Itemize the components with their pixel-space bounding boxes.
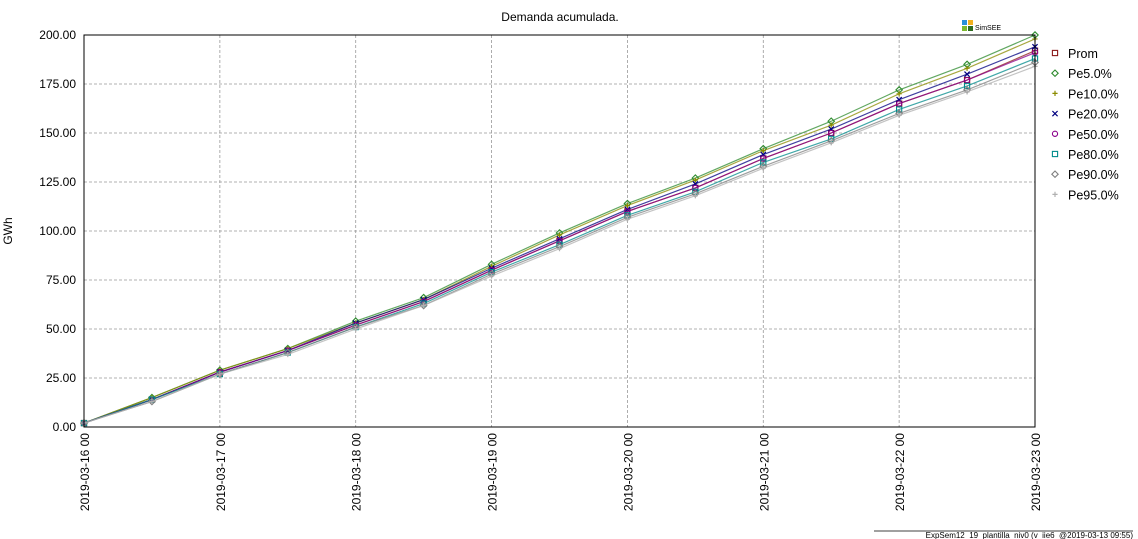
logo-square-darkgreen — [968, 26, 973, 31]
data-point — [896, 112, 902, 118]
data-point — [964, 89, 970, 95]
y-tick-label: 100.00 — [39, 224, 76, 238]
data-point — [895, 106, 903, 113]
legend-item: Pe10.0% — [1052, 87, 1119, 101]
data-point — [963, 76, 971, 84]
y-tick-label: 75.00 — [46, 273, 76, 287]
data-point — [285, 351, 291, 358]
footer-version-text: ExpSem12_19_plantilla_niv0 (v_iie6_@2019… — [926, 531, 1134, 539]
data-point — [828, 129, 835, 137]
data-point — [217, 371, 223, 377]
x-tick-label: 2019-03-16 00 — [78, 433, 92, 511]
y-tick-label: 50.00 — [46, 322, 76, 336]
legend-label: Prom — [1068, 47, 1098, 61]
legend-item: Pe50.0% — [1051, 128, 1119, 142]
logo-square-yellow — [968, 20, 973, 25]
series-layer — [80, 31, 1039, 428]
legend-marker — [1051, 69, 1059, 78]
legend-item: Prom — [1051, 47, 1098, 61]
legend-marker — [1051, 49, 1059, 57]
plot-frame — [83, 34, 1036, 428]
series-Pe50.0% — [80, 49, 1039, 427]
x-axis-ticks: 2019-03-16 00 2019-03-17 00 2019-03-18 00 2… — [78, 433, 1043, 511]
data-point — [828, 122, 834, 128]
data-point — [828, 140, 834, 146]
data-point — [895, 100, 903, 107]
data-point — [149, 398, 155, 405]
legend-marker — [1051, 170, 1059, 179]
data-point — [624, 216, 631, 222]
grid-lines — [84, 35, 1035, 427]
legend-label: Pe10.0% — [1068, 87, 1119, 101]
x-tick-label: 2019-03-17 00 — [214, 433, 228, 511]
data-point — [421, 302, 427, 309]
legend-label: Pe50.0% — [1068, 128, 1119, 142]
data-point — [556, 246, 563, 252]
data-point — [760, 165, 766, 171]
simsee-logo: SimSEE — [962, 20, 1001, 32]
legend-label: Pe95.0% — [1068, 188, 1119, 202]
data-point — [353, 326, 359, 332]
logo-text: SimSEE — [975, 25, 1001, 32]
data-point — [896, 91, 902, 97]
data-point — [692, 193, 698, 199]
series-Pe5.0% — [80, 31, 1039, 428]
data-point — [760, 148, 766, 154]
legend-item: Pe80.0% — [1051, 148, 1119, 162]
data-point — [488, 273, 495, 279]
y-axis-ticks: 0.00 25.00 50.00 75.00 100.00 125.00 150.00 175… — [39, 28, 76, 434]
x-tick-label: 2019-03-23 00 — [1029, 433, 1043, 511]
y-tick-label: 150.00 — [39, 126, 76, 140]
logo-square-green — [962, 26, 967, 31]
legend-marker — [1051, 150, 1059, 158]
data-point — [760, 155, 767, 162]
y-tick-label: 0.00 — [53, 420, 77, 434]
x-tick-label: 2019-03-18 00 — [350, 433, 364, 511]
data-point — [964, 71, 971, 78]
x-tick-label: 2019-03-19 00 — [486, 433, 500, 511]
data-point — [963, 82, 971, 90]
y-tick-label: 175.00 — [39, 77, 76, 91]
y-axis-label: GWh — [1, 217, 15, 244]
legend-marker — [1051, 110, 1059, 117]
legend: Prom Pe5.0% Pe10.0% Pe20.0% Pe50.0% Pe80.0% Pe… — [1051, 47, 1119, 202]
legend-label: Pe5.0% — [1068, 67, 1112, 81]
logo-square-blue — [962, 20, 967, 25]
legend-marker — [1051, 130, 1059, 137]
chart-title: Demanda acumulada. — [501, 10, 618, 24]
data-point — [760, 159, 767, 166]
legend-item: Pe5.0% — [1051, 67, 1112, 81]
legend-item: Pe90.0% — [1051, 168, 1119, 182]
data-point — [964, 65, 970, 71]
legend-marker — [1052, 191, 1058, 197]
legend-marker — [1052, 90, 1058, 96]
data-point — [624, 202, 631, 209]
legend-item: Pe20.0% — [1051, 108, 1119, 122]
data-point — [556, 232, 563, 238]
x-tick-label: 2019-03-20 00 — [621, 433, 635, 511]
legend-label: Pe20.0% — [1068, 108, 1119, 122]
legend-item: Pe95.0% — [1052, 188, 1119, 202]
data-point — [692, 177, 698, 183]
legend-label: Pe90.0% — [1068, 168, 1119, 182]
legend-label: Pe80.0% — [1068, 148, 1119, 162]
y-tick-label: 200.00 — [39, 28, 76, 42]
y-tick-label: 25.00 — [46, 371, 76, 385]
x-tick-label: 2019-03-22 00 — [893, 433, 907, 511]
series-line — [83, 52, 1036, 424]
y-tick-label: 125.00 — [39, 175, 76, 189]
x-tick-label: 2019-03-21 00 — [757, 433, 771, 511]
